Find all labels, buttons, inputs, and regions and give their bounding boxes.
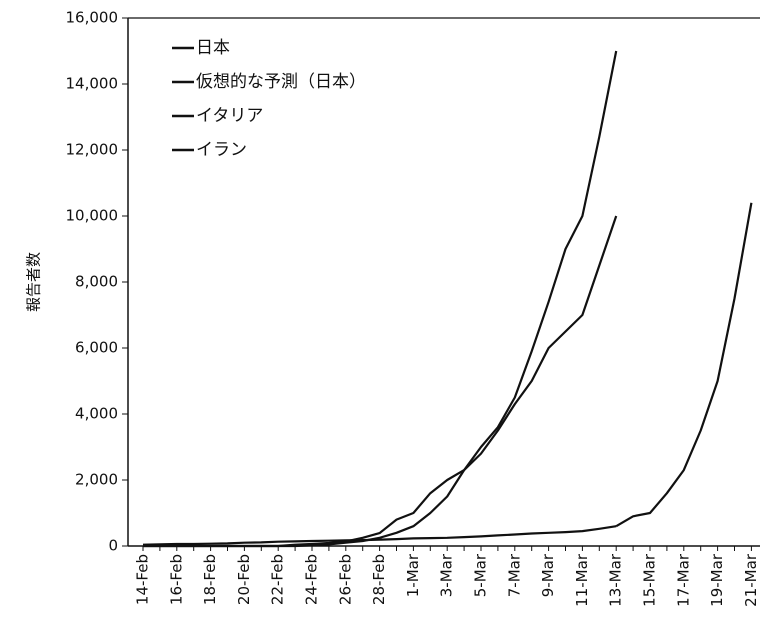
x-tick-label: 21-Mar bbox=[742, 553, 760, 607]
y-tick-label: 0 bbox=[108, 537, 118, 555]
x-tick-label: 3-Mar bbox=[438, 553, 456, 597]
x-tick-label: 11-Mar bbox=[573, 553, 591, 607]
y-tick-label: 10,000 bbox=[66, 207, 119, 225]
y-tick-label: 6,000 bbox=[75, 339, 118, 357]
y-tick-label: 8,000 bbox=[75, 273, 118, 291]
legend-label: イラン bbox=[196, 140, 247, 160]
x-tick-label: 9-Mar bbox=[539, 553, 557, 597]
x-tick-label: 5-Mar bbox=[472, 553, 490, 597]
legend-label: 日本 bbox=[196, 38, 230, 58]
x-tick-label: 20-Feb bbox=[235, 554, 253, 605]
y-tick-label: 16,000 bbox=[66, 9, 119, 27]
x-tick-label: 24-Feb bbox=[303, 554, 321, 605]
x-tick-label: 26-Feb bbox=[336, 554, 354, 605]
series-line bbox=[142, 525, 617, 546]
x-tick-label: 22-Feb bbox=[269, 554, 287, 605]
y-tick-label: 14,000 bbox=[66, 75, 119, 93]
x-tick-label: 17-Mar bbox=[674, 553, 692, 607]
x-tick-label: 19-Mar bbox=[708, 553, 726, 607]
series-line bbox=[615, 202, 753, 528]
x-tick-label: 13-Mar bbox=[607, 553, 625, 607]
x-tick-label: 18-Feb bbox=[201, 554, 219, 605]
x-tick-label: 7-Mar bbox=[505, 553, 523, 597]
x-tick-label: 15-Mar bbox=[641, 553, 659, 607]
x-tick-label: 28-Feb bbox=[370, 554, 388, 605]
y-axis-label: 報告者数 bbox=[25, 252, 43, 312]
legend-label: イタリア bbox=[196, 106, 263, 126]
x-tick-label: 14-Feb bbox=[134, 554, 152, 605]
series-line bbox=[143, 215, 618, 548]
y-tick-label: 4,000 bbox=[75, 405, 118, 423]
y-tick-label: 2,000 bbox=[75, 471, 118, 489]
x-tick-label: 1-Mar bbox=[404, 553, 422, 597]
legend-label: 仮想的な予測（日本） bbox=[196, 72, 366, 92]
x-tick-label: 16-Feb bbox=[167, 554, 185, 605]
y-tick-label: 12,000 bbox=[66, 141, 119, 159]
